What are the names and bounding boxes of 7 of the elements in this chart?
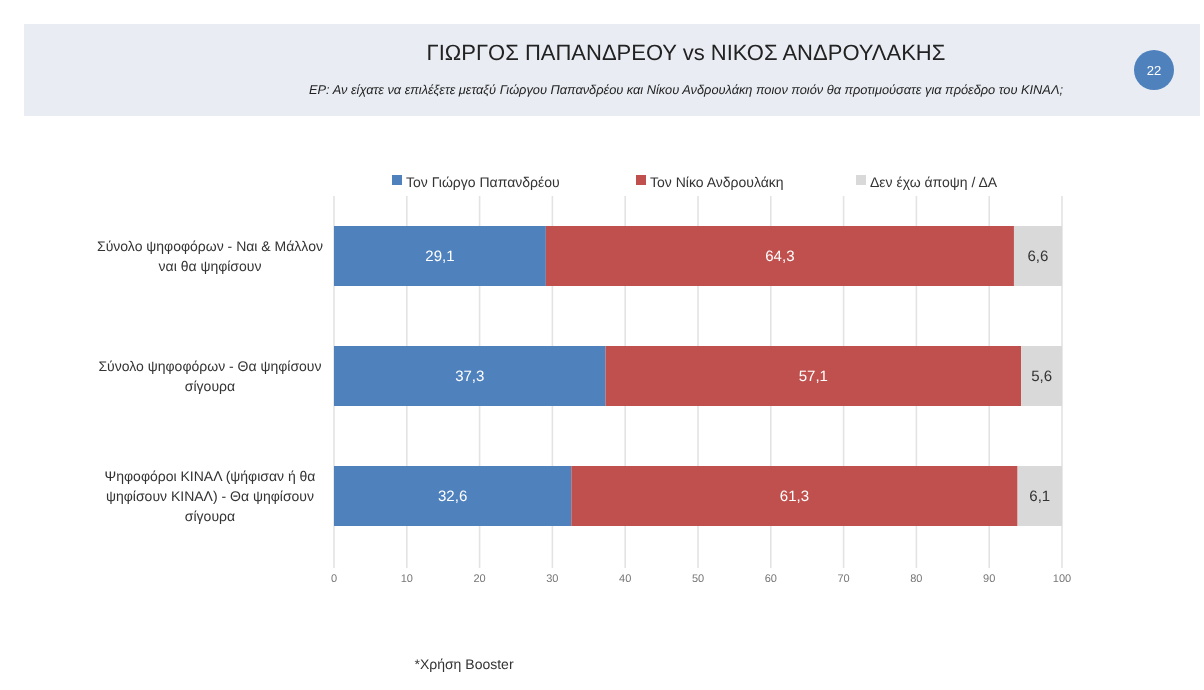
bar: [571, 466, 1018, 526]
bar: [545, 226, 1014, 286]
bar: [334, 226, 546, 286]
bar: [334, 346, 606, 406]
bar: [334, 466, 572, 526]
bar: [605, 346, 1022, 406]
chart-title: ΓΙΩΡΓΟΣ ΠΑΠΑΝΔΡΕΟΥ vs ΝΙΚΟΣ ΑΝΔΡΟΥΛΑΚΗΣ: [426, 42, 946, 66]
